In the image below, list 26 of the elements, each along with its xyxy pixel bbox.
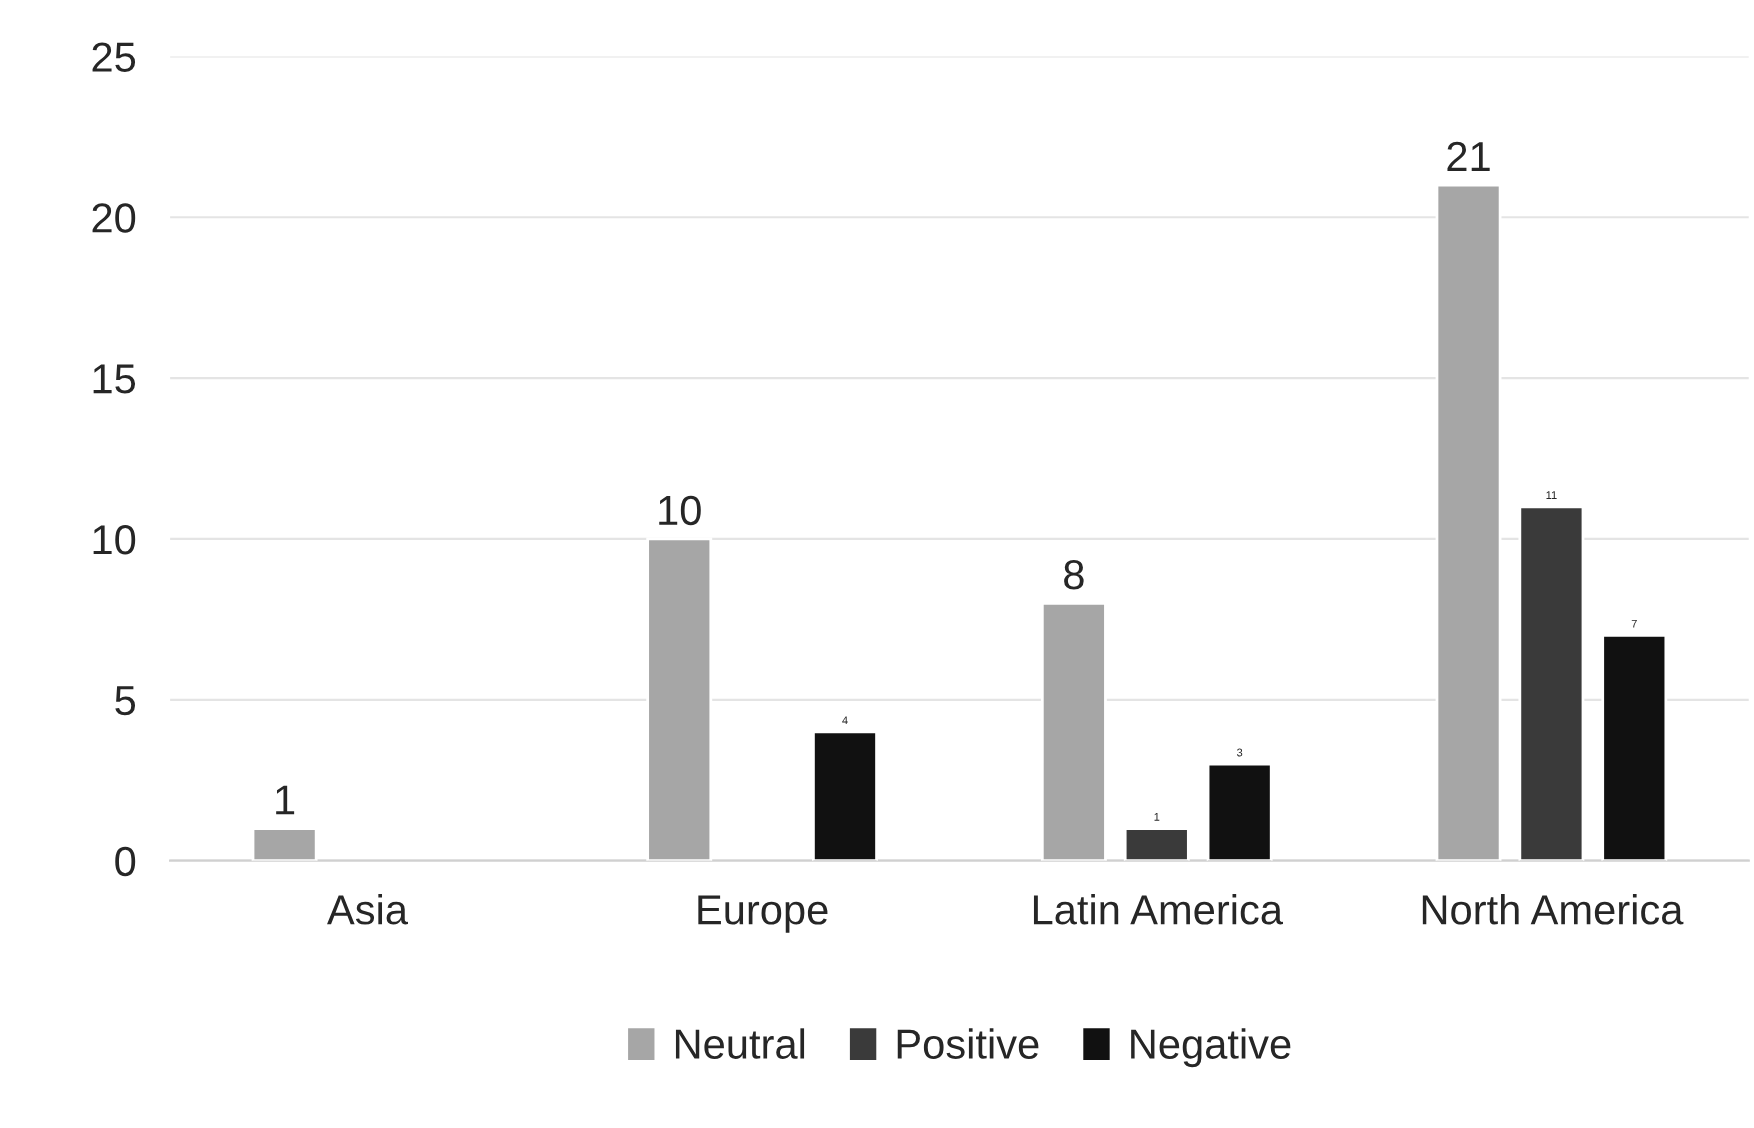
y-tick-label: 15 — [93, 364, 136, 394]
data-label: 21 — [1447, 141, 1490, 171]
bar — [1040, 601, 1107, 861]
y-tick-label: 20 — [92, 203, 136, 233]
bar — [251, 827, 318, 861]
bar — [1435, 183, 1502, 861]
bar — [1601, 634, 1668, 861]
bar — [1206, 762, 1273, 861]
bar — [812, 730, 878, 861]
legend-label: Positive — [897, 1028, 1039, 1059]
x-tick-label: Europe — [698, 895, 828, 933]
bar — [1518, 505, 1585, 861]
data-label: 1 — [276, 785, 295, 815]
legend-label: Negative — [1131, 1028, 1291, 1068]
x-tick-label: North America — [1422, 894, 1684, 925]
data-label: 8 — [1064, 560, 1084, 590]
y-tick-label: 10 — [93, 524, 136, 555]
y-tick-label: 25 — [92, 42, 136, 72]
x-tick-label: Latin America — [1033, 894, 1283, 925]
data-label: 10 — [659, 495, 701, 526]
bar — [1123, 827, 1190, 861]
y-tick-label: 0 — [115, 846, 136, 877]
legend-label: Neutral — [675, 1028, 805, 1059]
bar — [646, 537, 713, 861]
y-tick-label: 5 — [115, 686, 136, 716]
x-tick-label: Asia — [327, 894, 408, 925]
